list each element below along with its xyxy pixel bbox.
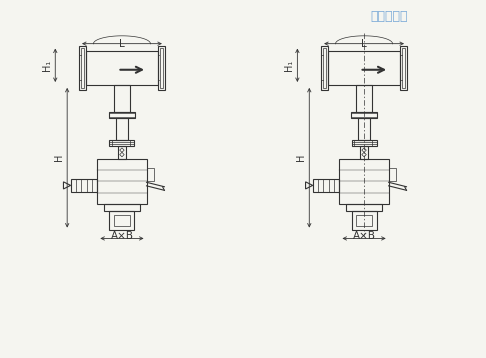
Bar bbox=[356, 85, 372, 112]
Bar bbox=[86, 51, 157, 85]
Bar bbox=[97, 159, 146, 204]
Bar bbox=[312, 179, 340, 192]
Bar bbox=[329, 51, 400, 85]
Bar bbox=[351, 112, 378, 118]
Text: H: H bbox=[54, 154, 64, 161]
Bar bbox=[323, 48, 326, 88]
Bar bbox=[79, 45, 86, 90]
Text: L: L bbox=[119, 39, 125, 49]
Bar bbox=[109, 140, 135, 146]
Text: A×B: A×B bbox=[352, 231, 376, 241]
Text: H₁: H₁ bbox=[42, 60, 52, 71]
Text: L: L bbox=[361, 39, 367, 49]
Bar bbox=[351, 113, 378, 117]
Bar bbox=[114, 85, 130, 112]
Bar bbox=[359, 118, 370, 140]
Bar bbox=[351, 211, 377, 231]
Bar bbox=[360, 146, 368, 159]
Text: A×B: A×B bbox=[110, 231, 134, 241]
Bar bbox=[356, 215, 372, 226]
Bar bbox=[400, 45, 407, 90]
Bar bbox=[146, 168, 154, 182]
Bar bbox=[402, 48, 405, 88]
Bar bbox=[351, 140, 377, 146]
Bar bbox=[116, 118, 127, 140]
Bar bbox=[104, 204, 140, 211]
Bar bbox=[321, 45, 329, 90]
Text: 东之正阀业: 东之正阀业 bbox=[370, 10, 408, 23]
Bar bbox=[157, 45, 165, 90]
Bar bbox=[389, 168, 396, 182]
Bar bbox=[70, 179, 97, 192]
Bar bbox=[81, 48, 84, 88]
Bar bbox=[108, 113, 135, 117]
Bar bbox=[340, 159, 389, 204]
Bar bbox=[118, 146, 126, 159]
Bar bbox=[160, 48, 163, 88]
Bar bbox=[351, 142, 377, 144]
Bar bbox=[109, 142, 135, 144]
Text: H: H bbox=[296, 154, 306, 161]
Bar bbox=[114, 215, 130, 226]
Bar bbox=[346, 204, 382, 211]
Bar bbox=[108, 112, 135, 118]
Text: H₁: H₁ bbox=[284, 60, 295, 71]
Bar bbox=[109, 211, 135, 231]
